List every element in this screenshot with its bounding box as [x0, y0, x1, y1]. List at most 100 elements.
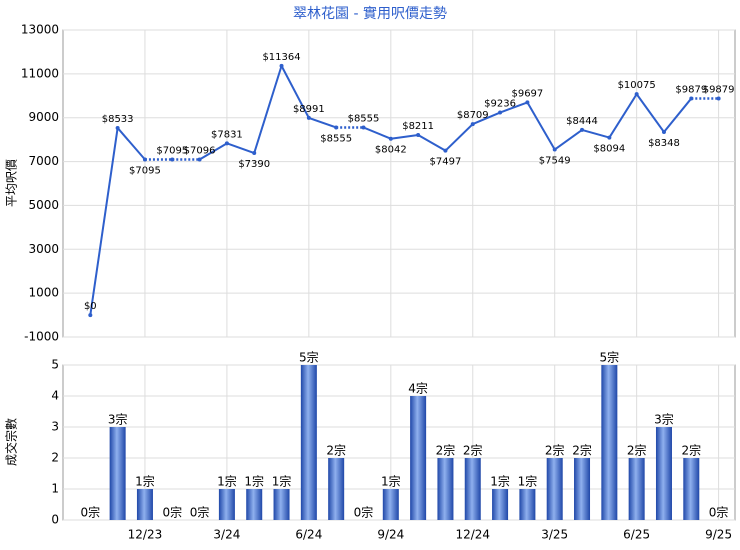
line-segment: [635, 93, 665, 133]
data-label: $7390: [238, 159, 270, 170]
data-label: 3宗: [108, 412, 128, 427]
data-label: 1宗: [217, 474, 237, 489]
data-label: 1宗: [490, 474, 510, 489]
data-label: 2宗: [436, 443, 456, 458]
data-label: 2宗: [463, 443, 483, 458]
line-segment: [116, 127, 146, 161]
line-segment: [663, 97, 693, 133]
point: [661, 130, 666, 135]
point: [416, 133, 421, 138]
data-label: $9879: [703, 84, 735, 95]
point: [552, 147, 557, 152]
bar: [382, 489, 399, 520]
y-tick-label: 2: [51, 451, 59, 465]
data-label: 2宗: [627, 443, 647, 458]
bar: [410, 396, 427, 520]
y-tick-label: 4: [51, 389, 59, 403]
data-label: 0宗: [80, 505, 100, 520]
point: [170, 157, 175, 162]
line-segment: [581, 128, 610, 139]
data-label: $8211: [402, 121, 434, 132]
data-label: $8533: [102, 114, 134, 125]
bar: [574, 458, 591, 520]
point: [716, 96, 721, 101]
data-label: 5宗: [299, 350, 319, 365]
y-axis-label: 成交宗數: [4, 418, 19, 466]
y-tick-label: 13000: [21, 23, 59, 37]
bar: [601, 365, 618, 520]
point: [142, 157, 147, 162]
data-label: $8555: [320, 133, 352, 144]
bar: [109, 427, 126, 520]
y-tick-label: 5: [51, 358, 59, 372]
y-tick-label: 1000: [28, 286, 59, 300]
data-label: 0宗: [162, 505, 182, 520]
data-label: 2宗: [545, 443, 565, 458]
line-segment: [226, 142, 255, 154]
data-label: $11364: [262, 52, 300, 63]
point: [525, 100, 530, 105]
bar: [464, 458, 481, 520]
point: [689, 96, 694, 101]
y-tick-label: 5000: [28, 198, 59, 212]
data-label: $8348: [648, 138, 680, 149]
point: [580, 127, 585, 132]
line-segment: [526, 101, 556, 151]
y-tick-label: -1000: [24, 330, 59, 344]
data-label: $8042: [375, 145, 407, 156]
point: [443, 148, 448, 153]
point: [634, 92, 639, 97]
data-label: 2宗: [326, 443, 346, 458]
data-label: 1宗: [244, 474, 264, 489]
y-tick-label: 1: [51, 482, 59, 496]
data-label: $8094: [593, 144, 625, 155]
data-label: $8991: [293, 104, 325, 115]
y-tick-label: 11000: [21, 66, 59, 80]
data-label: 1宗: [381, 474, 401, 489]
bar: [519, 489, 536, 520]
line-segment: [89, 127, 119, 316]
data-label: $9236: [484, 99, 516, 110]
data-label: $8444: [566, 116, 598, 127]
data-label: $7095: [129, 165, 161, 176]
line-segment: [308, 116, 337, 129]
data-label: 0宗: [709, 505, 729, 520]
y-tick-label: 9000: [28, 110, 59, 124]
data-label: $7549: [539, 156, 571, 167]
line-segment: [363, 126, 392, 140]
point: [334, 125, 339, 130]
data-label: 1宗: [135, 474, 155, 489]
point: [224, 141, 229, 146]
data-label: $7095: [156, 145, 188, 156]
data-label: 2宗: [572, 443, 592, 458]
data-label: $8709: [457, 110, 489, 121]
data-label: $0: [84, 301, 97, 312]
bar: [246, 489, 263, 520]
y-axis-label: 平均呎價: [5, 159, 19, 207]
plot-area: [62, 29, 736, 338]
bar: [437, 458, 454, 520]
point: [115, 125, 120, 130]
data-label: 3宗: [654, 412, 674, 427]
line-segment: [390, 134, 419, 140]
line-segment: [472, 111, 501, 126]
line-segment: [199, 142, 228, 161]
x-tick-label: 3/24: [213, 528, 240, 542]
bar: [273, 489, 290, 520]
x-tick-label: 9/24: [377, 528, 404, 542]
data-label: 1宗: [272, 474, 292, 489]
data-label: $9697: [511, 88, 543, 99]
data-label: $8555: [348, 113, 380, 124]
bar: [655, 427, 672, 520]
x-tick-label: 12/24: [455, 528, 490, 542]
point: [607, 135, 612, 140]
bar: [136, 489, 153, 520]
data-label: $9879: [675, 84, 707, 95]
x-tick-label: 9/25: [705, 528, 732, 542]
data-label: $7096: [184, 145, 216, 156]
data-label: $7831: [211, 129, 243, 140]
data-label: $7497: [430, 157, 462, 168]
line-segment: [280, 65, 310, 119]
bar: [683, 458, 700, 520]
line-segment: [444, 123, 474, 152]
